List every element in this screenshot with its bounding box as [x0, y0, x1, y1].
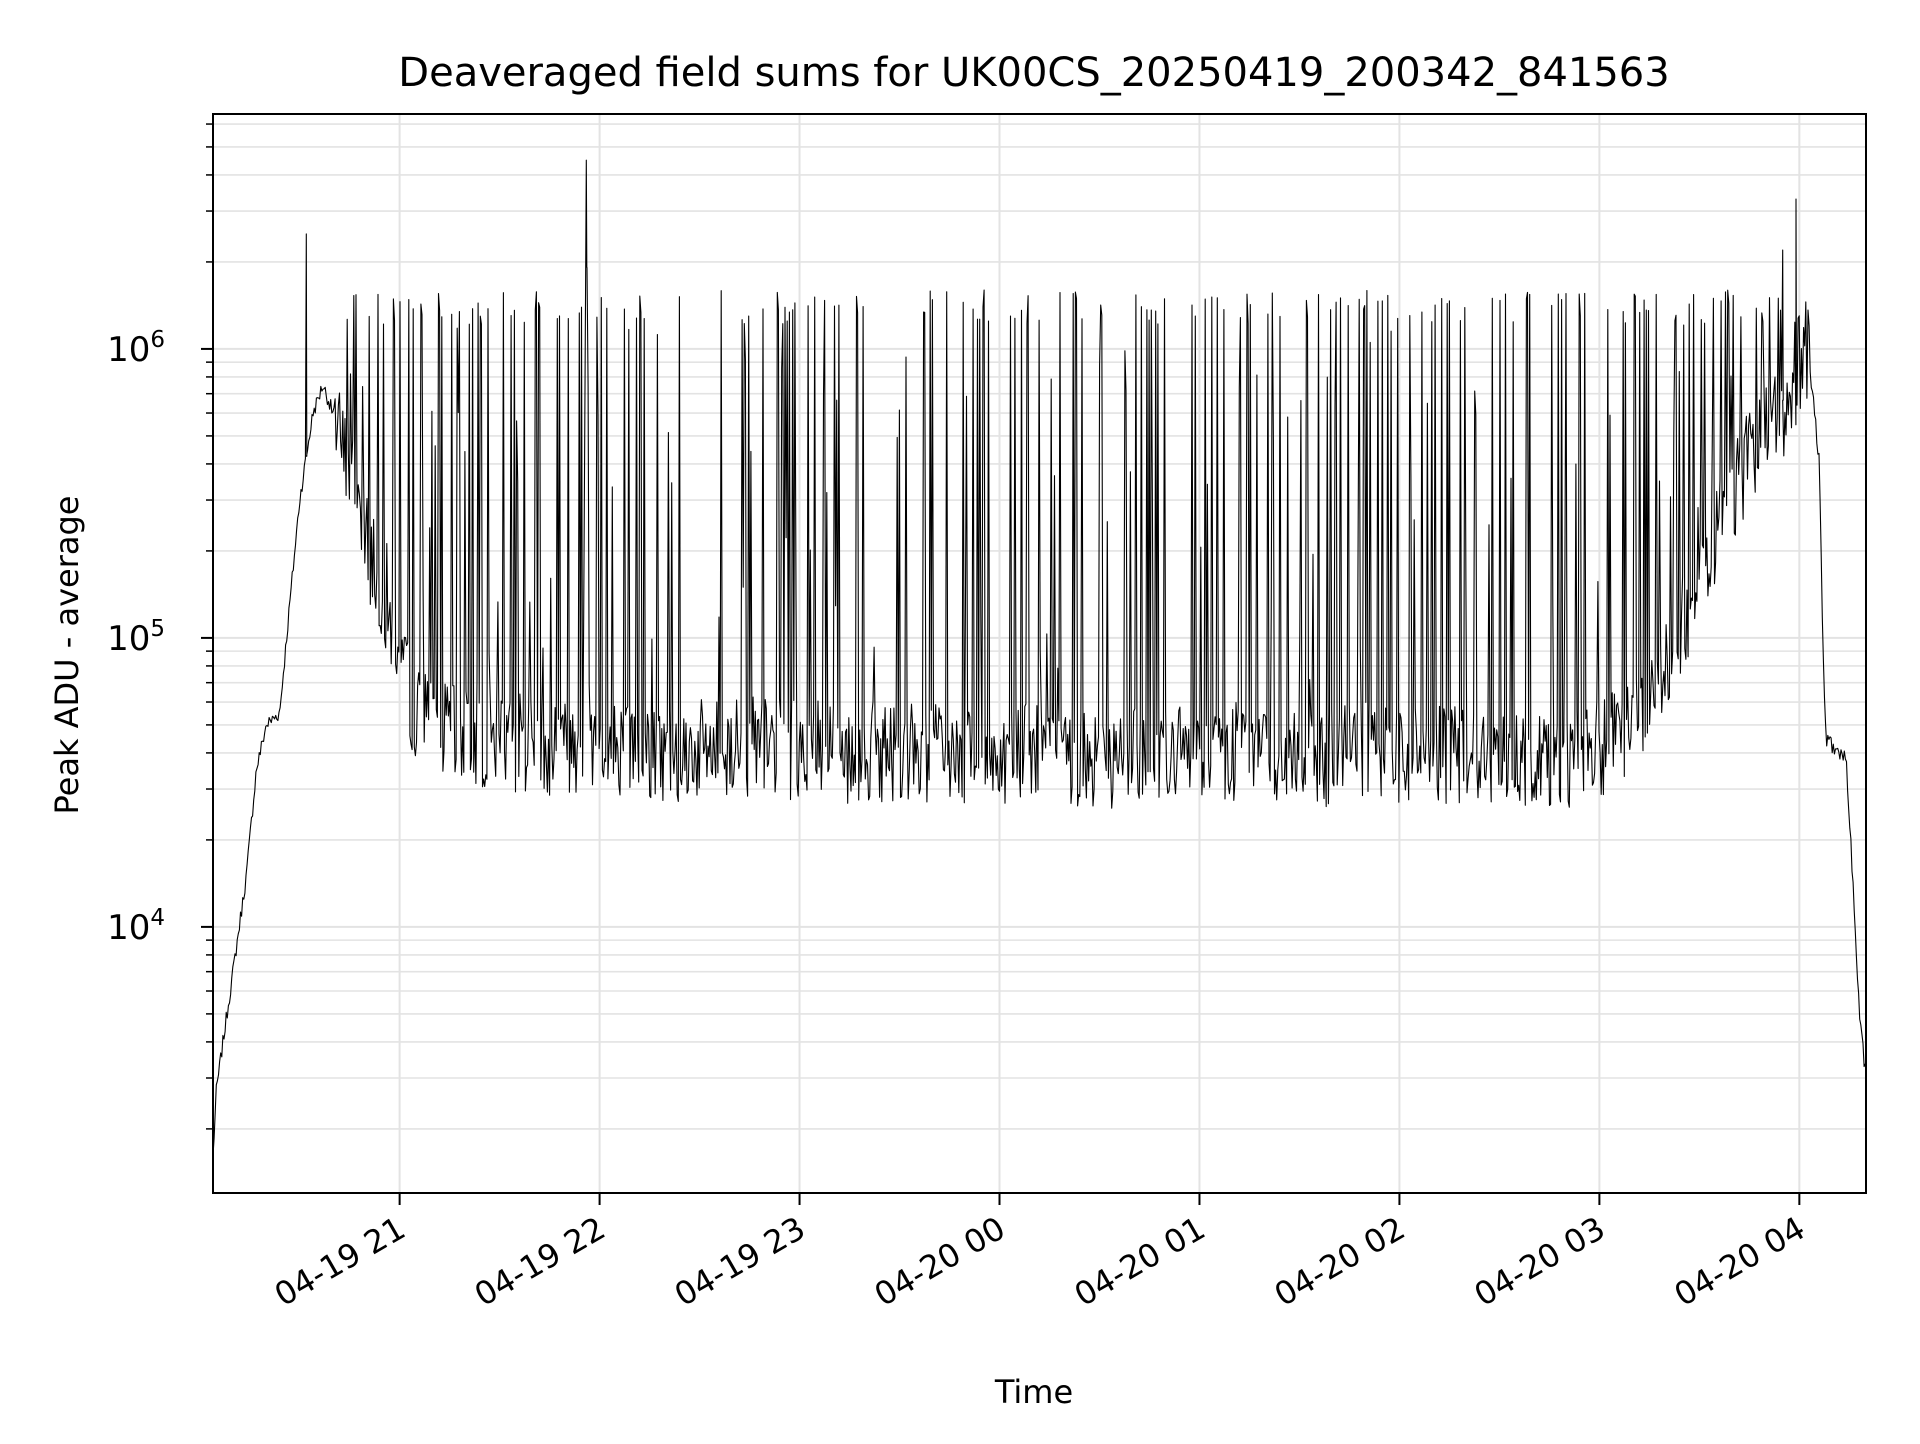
- y-tick-label: 104: [107, 905, 165, 948]
- chart-title: Deaveraged field sums for UK00CS_2025041…: [398, 50, 1669, 96]
- data-layer: [212, 159, 1866, 1156]
- x-axis-label: Time: [994, 1373, 1073, 1411]
- plot-frame: [212, 113, 1867, 1194]
- y-tick-label: 105: [107, 616, 165, 659]
- y-tick-label: 106: [107, 327, 165, 370]
- series-line: [212, 159, 1866, 1156]
- y-axis-label: Peak ADU - average: [48, 496, 86, 815]
